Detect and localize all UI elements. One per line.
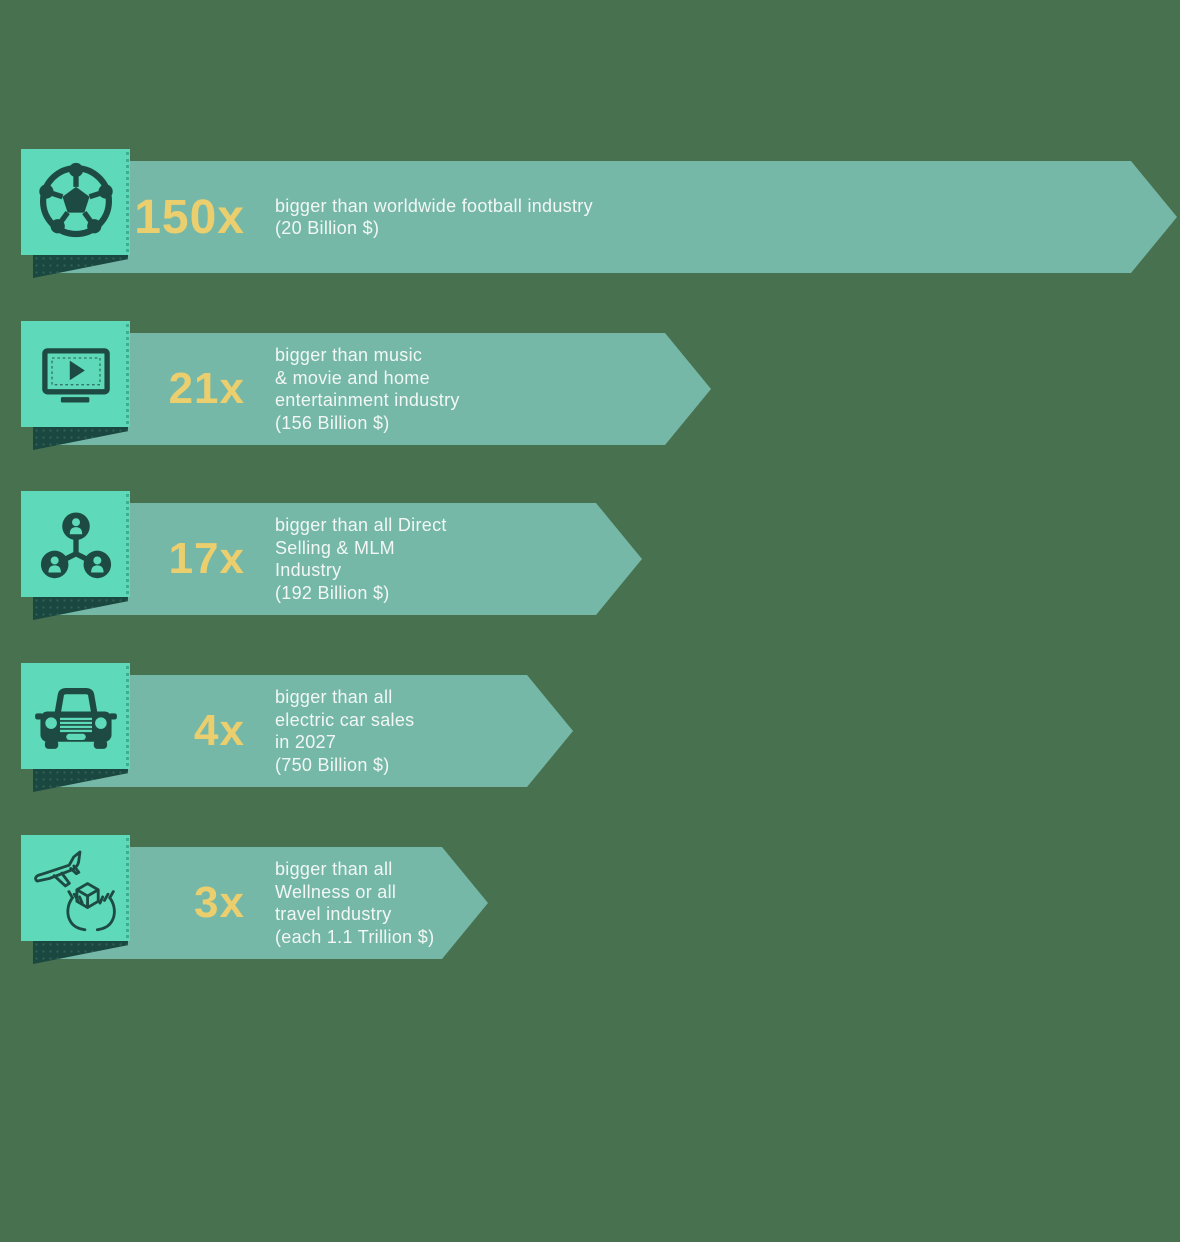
description-text: bigger than all Wellness or all travel i… <box>275 858 434 948</box>
mlm-network-icon <box>40 512 111 579</box>
description-line: electric car sales <box>275 709 415 730</box>
description-line: (192 Billion $) <box>275 582 390 603</box>
description-text: bigger than music & movie and home enter… <box>275 344 460 434</box>
icon-tile <box>21 321 130 427</box>
arrow-bar: 17x bigger than all Direct Selling & MLM… <box>33 503 642 615</box>
description-line: bigger than all <box>275 859 393 879</box>
description-line: Wellness or all <box>275 881 397 902</box>
description-text: bigger than all electric car sales in 20… <box>275 686 414 776</box>
icon-tile <box>21 149 130 255</box>
arrow-bar: 150x bigger than worldwide football indu… <box>33 161 1177 273</box>
multiplier-value: 21x <box>168 364 245 413</box>
multiplier-value: 4x <box>194 706 245 755</box>
travel-wellness-icon <box>33 850 116 932</box>
description-line: bigger than worldwide football industry <box>275 195 593 216</box>
description-line: bigger than all Direct <box>275 515 447 535</box>
description-line: Industry <box>275 560 342 580</box>
multiplier-value: 150x <box>134 190 245 244</box>
icon-tile <box>21 663 130 769</box>
description-line: (20 Billion $) <box>275 218 380 238</box>
description-text: bigger than all Direct Selling & MLM Ind… <box>275 514 447 604</box>
description-line: Selling & MLM <box>275 537 395 558</box>
football-icon <box>38 162 113 238</box>
description-line: entertainment industry <box>275 390 460 410</box>
description-line: & movie and home <box>275 367 430 388</box>
description-text: bigger than worldwide football industry … <box>275 195 593 240</box>
icon-tile <box>21 491 130 597</box>
multiplier-value: 17x <box>168 534 245 583</box>
description-line: (750 Billion $) <box>275 754 390 775</box>
description-line: travel industry <box>275 904 392 924</box>
description-line: (156 Billion $) <box>275 412 390 433</box>
arrow-bar: 21x bigger than music & movie and home e… <box>33 333 711 445</box>
multiplier-value: 3x <box>194 878 245 927</box>
description-line: in 2027 <box>275 732 337 752</box>
description-line: (each 1.1 Trillion $) <box>275 926 435 947</box>
video-entertainment-icon <box>41 348 110 403</box>
description-line: bigger than all <box>275 687 393 707</box>
description-line: bigger than music <box>275 345 423 365</box>
icon-tile <box>21 835 130 941</box>
electric-car-icon <box>34 688 117 749</box>
